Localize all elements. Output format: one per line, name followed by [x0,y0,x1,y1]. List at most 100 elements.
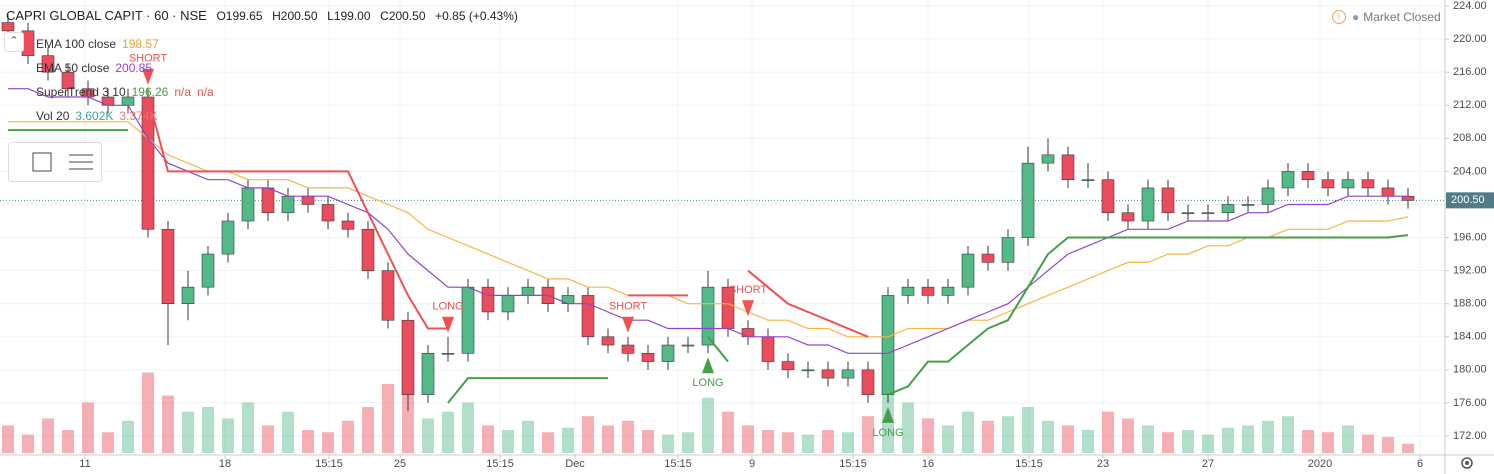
candle-body [441,353,455,355]
indicator-legend: EMA 100 close 198.57 EMA 50 close 200.85 Sup… [36,32,220,128]
candle-body [1061,154,1075,180]
volume-bar [1162,432,1174,453]
legend-value: 3.374K [119,109,158,123]
candle-body [801,369,815,372]
volume-bar [1142,425,1154,453]
candle-body [41,55,55,73]
x-tick-label: 11 [79,458,90,470]
volume-bar [482,425,494,453]
volume-bar [1122,418,1134,453]
volume-bar [502,430,514,453]
settings-icon[interactable] [1461,457,1473,469]
volume-bar [602,425,614,453]
candle-body [581,295,595,338]
volume-bar [762,430,774,453]
volume-bar [362,407,374,453]
volume-bar [22,434,34,453]
volume-bar [582,416,594,453]
candle-body [401,319,415,395]
candle-body [1041,154,1055,164]
short-arrow [442,316,454,333]
volume-bar [1082,430,1094,453]
y-tick-label: 196.00 [1453,231,1487,243]
collapse-legend-button[interactable]: ⌃ [4,32,24,52]
candle-body [881,295,895,395]
volume-bar [1202,434,1214,453]
volume-bar [162,395,174,453]
candle-body [361,228,375,271]
short-arrow [622,316,634,333]
ohlc-open: O199.65 [216,9,263,23]
x-tick-label: 15:15 [486,458,514,470]
volume-bar [782,432,794,453]
market-status: ! ● Market Closed [1332,10,1441,24]
candle-body [501,295,515,313]
volume-bar [1262,420,1274,453]
candle-body [1181,212,1195,215]
y-tick-label: 212.00 [1453,99,1487,111]
volume-bar [1302,430,1314,453]
y-tick-label: 180.00 [1453,364,1487,376]
last-price-tag [1446,192,1494,209]
ema-line [8,88,1408,354]
symbol-title[interactable]: CAPRI GLOBAL CAPIT · 60 · NSE [6,8,207,23]
legend-name: EMA 50 close [36,61,110,75]
volume-bar [722,411,734,453]
volume-bar [702,397,714,453]
x-tick-label: 25 [394,458,406,470]
volume-bar [222,418,234,453]
candle-body [1121,212,1135,222]
candle-body [241,187,255,222]
volume-bar [462,402,474,453]
candle-body [901,286,915,296]
candle-body [1101,179,1115,214]
long-arrow [882,406,894,423]
x-tick-label: 27 [1202,458,1214,470]
volume-bar [942,425,954,453]
y-tick-label: 184.00 [1453,331,1487,343]
candle-body [1241,204,1255,206]
volume-bar [282,411,294,453]
candle-body [621,344,635,354]
x-tick-label: 18 [219,458,231,470]
volume-bar [302,430,314,453]
legend-name: Vol 20 [36,109,70,123]
y-tick-label: 208.00 [1453,132,1487,144]
legend-row[interactable]: EMA 100 close 198.57 [36,32,220,56]
volume-bar [2,425,14,453]
ohlc-high: H200.50 [272,9,318,23]
supertrend-down-line [147,96,869,338]
candle-body [181,286,195,304]
candle-body [1201,212,1215,215]
volume-bar [742,425,754,453]
candle-body [761,336,775,362]
ohlc-low: L199.00 [327,9,371,23]
y-tick-label: 224.00 [1453,0,1487,12]
short-arrow [142,68,154,85]
volume-bar [122,420,134,453]
legend-row[interactable]: EMA 50 close 200.85 [36,56,220,80]
legend-row[interactable]: SuperTrend 3 10 196.26 n/a n/a [36,80,220,104]
list-tool[interactable] [69,154,93,170]
candle-body [681,344,695,347]
volume-bar [1182,430,1194,453]
legend-row[interactable]: Vol 20 3.602K 3.374K [36,104,220,128]
short-label: SHORT [729,284,768,296]
long-label: LONG [872,427,903,439]
volume-bar [102,432,114,453]
volume-bar [1322,432,1334,453]
short-label: LONG [432,301,463,313]
candle-body [921,286,935,296]
candle-body [341,220,355,230]
candle-body [161,228,175,304]
legend-value: n/a [174,85,192,99]
ohlc-close: C200.50 [380,9,426,23]
candle-body [481,286,495,313]
rectangle-tool[interactable] [32,152,52,172]
candle-body [981,253,995,263]
y-tick-label: 192.00 [1453,265,1487,277]
volume-bar [1102,411,1114,453]
volume-bar [322,432,334,453]
candle-body [321,204,335,222]
volume-bar [822,430,834,453]
